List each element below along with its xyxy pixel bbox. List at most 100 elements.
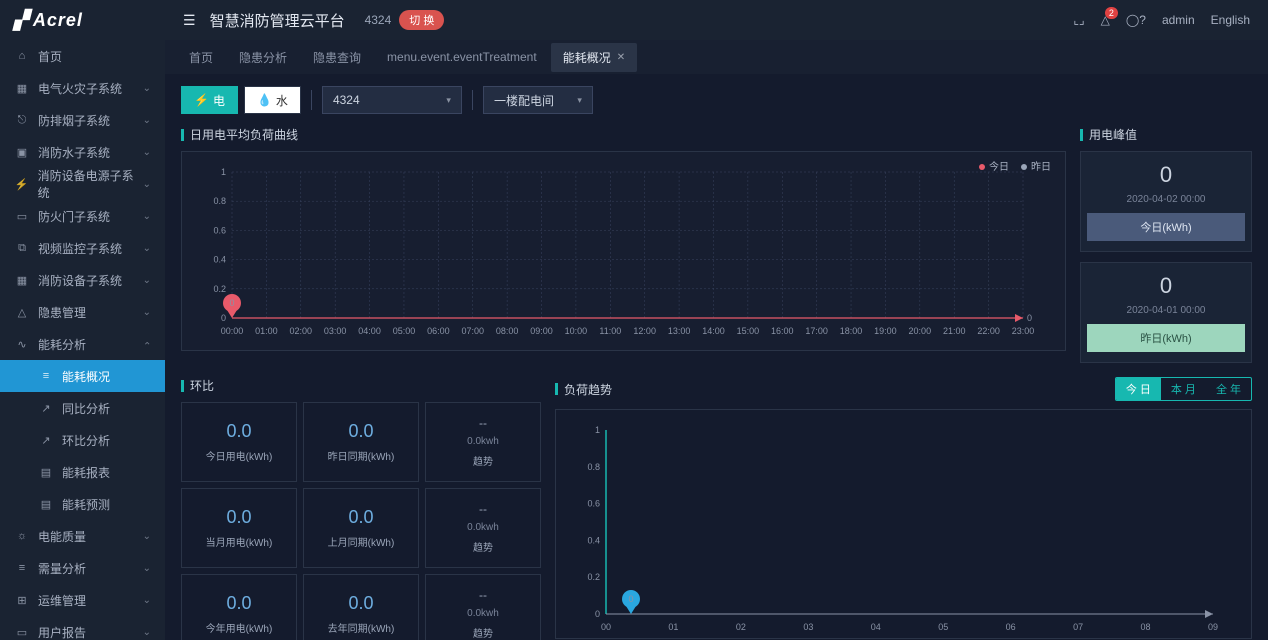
chevron-down-icon: ▾ [446, 95, 451, 106]
project-code: 4324 [365, 13, 392, 27]
daily-chart-svg: 00.20.40.60.8100:0001:0002:0003:0004:000… [204, 168, 1043, 338]
tab[interactable]: menu.event.eventTreatment [375, 44, 549, 70]
svg-text:14:00: 14:00 [702, 326, 725, 336]
hb-panel: 环比 0.0今日用电(kWh)0.0昨日同期(kWh)--0.0kwh趋势0.0… [181, 377, 541, 640]
svg-text:00:00: 00:00 [221, 326, 244, 336]
chevron-down-icon: ⌄ [143, 339, 151, 350]
svg-text:08:00: 08:00 [496, 326, 519, 336]
chevron-down-icon: ⌄ [143, 83, 151, 94]
switch-button[interactable]: 切 换 [399, 10, 444, 30]
sidebar-item[interactable]: ▭用户报告⌄ [0, 616, 165, 640]
sidebar-item[interactable]: ▭防火门子系统⌄ [0, 200, 165, 232]
hb-card: 0.0去年同期(kWh) [303, 574, 419, 640]
electric-toggle[interactable]: ⚡ 电 [181, 86, 238, 114]
sidebar-menu: ⌂首页▦电气火灾子系统⌄⎋防排烟子系统⌄▣消防水子系统⌄⚡消防设备电源子系统⌄▭… [0, 40, 165, 640]
svg-text:0: 0 [1027, 313, 1032, 323]
svg-text:19:00: 19:00 [874, 326, 897, 336]
trend-tab[interactable]: 全 年 [1206, 378, 1251, 400]
svg-text:00: 00 [601, 622, 611, 632]
room-select[interactable]: 一楼配电间 ▾ [483, 86, 593, 114]
sidebar-subitem[interactable]: ▤能耗报表 [0, 456, 165, 488]
sidebar-item[interactable]: ∿能耗分析⌄ [0, 328, 165, 360]
svg-text:0: 0 [628, 594, 633, 604]
daily-load-panel: 日用电平均负荷曲线 今日 昨日 00.20.40.60.8100:0001:00… [181, 126, 1066, 363]
sidebar-item[interactable]: ☼电能质量⌄ [0, 520, 165, 552]
sidebar-subitem[interactable]: ≡能耗概况 [0, 360, 165, 392]
svg-text:0: 0 [229, 298, 234, 308]
sidebar-item[interactable]: ▦消防设备子系统⌄ [0, 264, 165, 296]
peak-panel: 用电峰值 0 2020-04-02 00:00 今日(kWh) 0 2020-0… [1080, 126, 1252, 363]
main: ☰ 智慧消防管理云平台 4324 切 换 ⌞⌟ △2 ◯? admin Engl… [165, 0, 1268, 640]
sidebar-item[interactable]: ⧉视频监控子系统⌄ [0, 232, 165, 264]
sidebar-item[interactable]: ≡需量分析⌄ [0, 552, 165, 584]
menu-icon: ▦ [14, 274, 30, 287]
peak-yesterday-value: 0 [1087, 273, 1245, 299]
notification-icon[interactable]: △2 [1101, 13, 1110, 27]
peak-title: 用电峰值 [1080, 126, 1252, 143]
chevron-down-icon: ⌄ [143, 627, 151, 638]
topbar: ☰ 智慧消防管理云平台 4324 切 换 ⌞⌟ △2 ◯? admin Engl… [165, 0, 1268, 40]
sidebar-subitem[interactable]: ▤能耗预测 [0, 488, 165, 520]
announce-icon[interactable]: ⌞⌟ [1073, 13, 1084, 27]
hb-card: 0.0今日用电(kWh) [181, 402, 297, 482]
menu-icon: ↗ [38, 434, 54, 447]
svg-text:20:00: 20:00 [909, 326, 932, 336]
sidebar-subitem[interactable]: ↗环比分析 [0, 424, 165, 456]
sidebar-subitem[interactable]: ↗同比分析 [0, 392, 165, 424]
svg-text:04:00: 04:00 [358, 326, 381, 336]
sidebar-item[interactable]: △隐患管理⌄ [0, 296, 165, 328]
chevron-down-icon: ⌄ [143, 275, 151, 286]
svg-text:07:00: 07:00 [461, 326, 484, 336]
tab[interactable]: 隐患分析 [227, 43, 299, 72]
svg-text:18:00: 18:00 [840, 326, 863, 336]
hamburger-icon[interactable]: ☰ [183, 12, 196, 29]
svg-text:15:00: 15:00 [737, 326, 760, 336]
daily-chart-legend: 今日 昨日 [979, 158, 1051, 173]
chevron-down-icon: ⌄ [143, 115, 151, 126]
content: ⚡ 电 💧 水 4324 ▾ 一楼配电间 ▾ [165, 74, 1268, 640]
logo: ▞ Acrel [0, 0, 165, 40]
sidebar-item[interactable]: ⌂首页 [0, 40, 165, 72]
hb-card: --0.0kwh趋势 [425, 574, 541, 640]
svg-text:05: 05 [938, 622, 948, 632]
sidebar-item[interactable]: ⎋防排烟子系统⌄ [0, 104, 165, 136]
language-switch[interactable]: English [1211, 13, 1250, 27]
chevron-down-icon: ⌄ [143, 595, 151, 606]
svg-text:06: 06 [1006, 622, 1016, 632]
help-icon[interactable]: ◯? [1126, 13, 1146, 27]
chevron-down-icon: ▾ [577, 95, 582, 106]
tab[interactable]: 隐患查询 [301, 43, 373, 72]
menu-icon: ≡ [38, 370, 54, 382]
chevron-down-icon: ⌄ [143, 531, 151, 542]
user-name[interactable]: admin [1162, 13, 1195, 27]
logo-mark-icon: ▞ [14, 10, 29, 31]
project-select[interactable]: 4324 ▾ [322, 86, 462, 114]
sidebar-item[interactable]: ⊞运维管理⌄ [0, 584, 165, 616]
svg-text:04: 04 [871, 622, 881, 632]
menu-icon: ▤ [38, 466, 54, 479]
svg-text:09:00: 09:00 [530, 326, 553, 336]
row-2: 环比 0.0今日用电(kWh)0.0昨日同期(kWh)--0.0kwh趋势0.0… [181, 377, 1252, 640]
sidebar-item[interactable]: ▦电气火灾子系统⌄ [0, 72, 165, 104]
tab[interactable]: 首页 [177, 43, 225, 72]
water-toggle[interactable]: 💧 水 [244, 86, 301, 114]
close-icon[interactable]: ✕ [617, 52, 625, 63]
hb-card: 0.0当月用电(kWh) [181, 488, 297, 568]
peak-yesterday-foot: 昨日(kWh) [1087, 324, 1245, 352]
peak-today-foot: 今日(kWh) [1087, 213, 1245, 241]
svg-text:01:00: 01:00 [255, 326, 278, 336]
chevron-down-icon: ⌄ [143, 243, 151, 254]
notification-badge: 2 [1105, 7, 1118, 19]
chevron-down-icon: ⌄ [143, 147, 151, 158]
tab[interactable]: 能耗概况✕ [551, 43, 637, 72]
hb-title: 环比 [181, 377, 541, 394]
trend-tab[interactable]: 今 日 [1116, 378, 1161, 400]
sidebar-item[interactable]: ▣消防水子系统⌄ [0, 136, 165, 168]
menu-icon: △ [14, 306, 30, 319]
sidebar-item[interactable]: ⚡消防设备电源子系统⌄ [0, 168, 165, 200]
svg-text:08: 08 [1141, 622, 1151, 632]
chevron-down-icon: ⌄ [143, 563, 151, 574]
trend-tab[interactable]: 本 月 [1161, 378, 1206, 400]
menu-icon: ☼ [14, 530, 30, 542]
hb-card: 0.0今年用电(kWh) [181, 574, 297, 640]
